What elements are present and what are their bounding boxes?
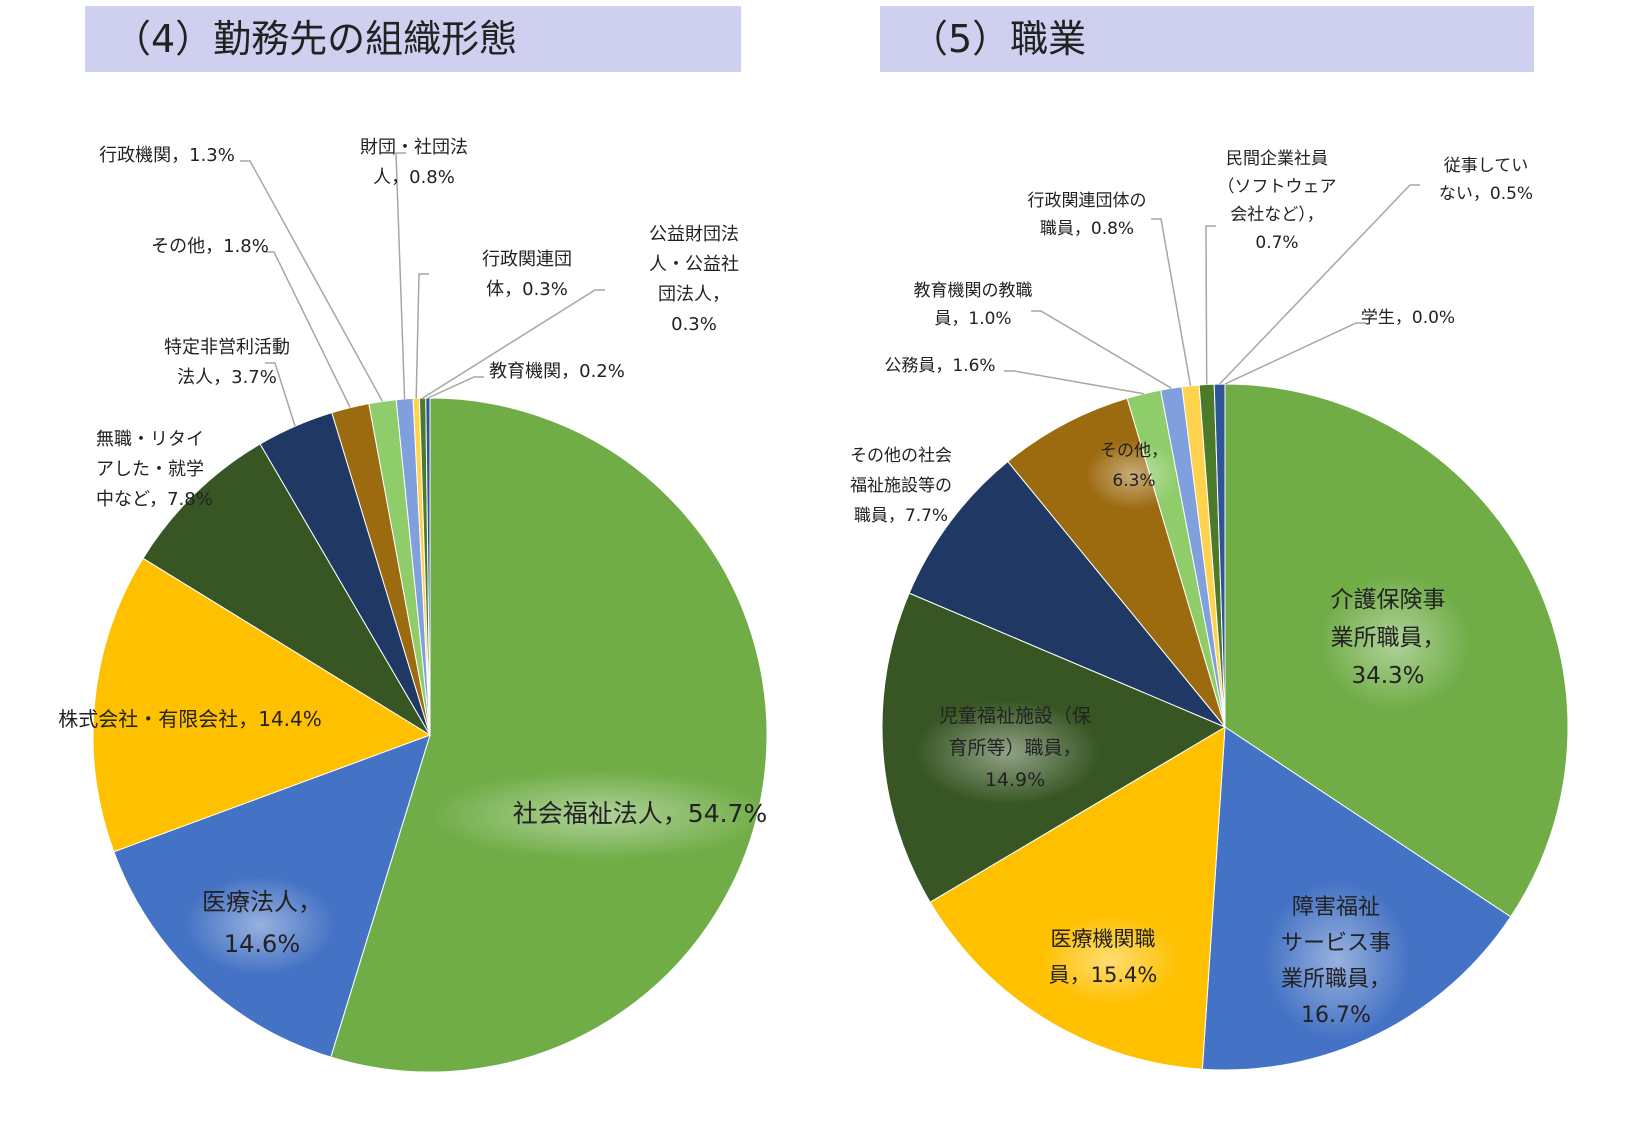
pie-slice: [92, 557, 432, 853]
data-label: 株式会社・有限会社，14.4%: [58, 707, 322, 731]
label-glow: [915, 700, 1100, 805]
data-label: 行政機関，1.3%: [99, 145, 235, 166]
pie-slice: [142, 443, 431, 736]
data-label: 障害福祉サービス事業所職員， 16.7%: [1281, 895, 1391, 1028]
data-label: 行政関連団体，0.3%: [482, 249, 572, 300]
pie-slice: [908, 460, 1226, 728]
leader-line: [240, 160, 384, 402]
data-label: 無職・リタイアした・就学中など，7.8%: [96, 429, 213, 510]
chart-title-occupation: （5）職業: [880, 6, 1534, 72]
data-label: 公益財団法人・公益社団法人， 0.3%: [649, 224, 739, 335]
label-glow: [430, 770, 770, 860]
leader-line: [395, 152, 406, 400]
leader-line: [265, 362, 296, 427]
label-glow: [1320, 575, 1470, 710]
data-label: その他，1.8%: [151, 236, 269, 257]
pie-chart-occupation: 介護保険事業所職員， 34.3% 障害福祉サービス事業所職員， 16.7% 医療機関職員…: [850, 149, 1569, 1071]
data-label: 公務員，1.6%: [884, 356, 995, 376]
chart-title-organization: （4）勤務先の組織形態: [85, 6, 741, 72]
data-label: 財団・社団法人，0.8%: [360, 137, 468, 188]
label-glow: [185, 875, 335, 975]
data-label: 児童福祉施設（保育所等）職員， 14.9%: [939, 705, 1091, 791]
leader-line: [1031, 310, 1172, 389]
data-label: 教育機関の教職員，1.0%: [914, 281, 1033, 329]
leader-line: [422, 289, 605, 399]
data-label: 医療機関職員，15.4%: [1049, 927, 1158, 987]
leader-line: [1004, 370, 1144, 395]
data-label: その他， 6.3%: [1100, 441, 1168, 491]
label-glow: [1085, 440, 1180, 510]
data-label: その他の社会福祉施設等の職員，7.7%: [850, 446, 952, 526]
pie-slice: [1007, 397, 1226, 728]
label-glow: [1040, 915, 1180, 1005]
data-label: 特定非営利活動法人，3.7%: [164, 337, 290, 388]
leader-line: [1224, 322, 1366, 385]
leader-line: [415, 273, 429, 399]
leader-line: [264, 251, 351, 408]
data-label: 学生，0.0%: [1361, 308, 1455, 328]
leader-line: [1151, 218, 1192, 386]
pie-slice: [425, 397, 431, 736]
data-label: 行政関連団体の職員，0.8%: [1028, 191, 1147, 239]
leader-line: [427, 376, 484, 399]
data-label: 社会福祉法人，54.7%: [513, 799, 767, 828]
leader-line: [1205, 225, 1216, 385]
pie-chart-organization: 社会福祉法人，54.7% 医療法人， 14.6% 株式会社・有限会社，14.4% 無職・…: [58, 137, 770, 1073]
pie-slice: [1213, 383, 1226, 728]
data-label: 医療法人， 14.6%: [202, 888, 322, 958]
data-label: 従事していない，0.5%: [1439, 156, 1533, 204]
data-label: 介護保険事業所職員， 34.3%: [1331, 587, 1446, 689]
leader-line: [1219, 184, 1420, 385]
label-glow: [1265, 880, 1410, 1040]
data-label: 民間企業社員（ソフトウェア会社など）， 0.7%: [1218, 149, 1337, 253]
data-label: 教育機関，0.2%: [489, 361, 625, 382]
